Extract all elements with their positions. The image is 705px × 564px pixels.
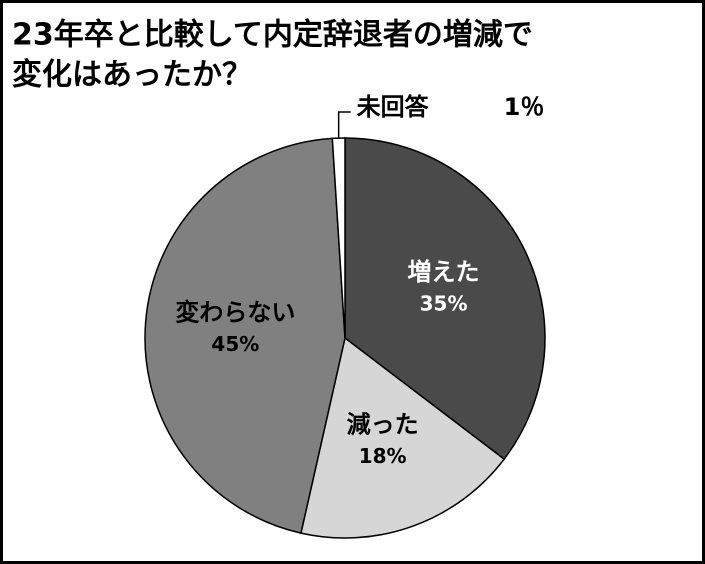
slice-value-label: 18% <box>359 444 407 468</box>
slice-label: 減った <box>347 410 419 438</box>
slice-label: 増えた <box>408 258 480 286</box>
slice-value-label: 35% <box>420 292 468 316</box>
chart-title: 変化はあったか？ <box>12 58 252 93</box>
leader-line <box>337 111 351 139</box>
slice-value-label: 1％ <box>504 93 545 121</box>
pie-slice <box>144 137 346 534</box>
chart-title: 23年卒と比較して内定辞退者の増減で <box>12 18 533 53</box>
pie-slice <box>344 137 546 461</box>
slice-label: 未回答 <box>357 93 430 121</box>
pie-slice <box>331 137 346 339</box>
slice-value-label: 45% <box>211 332 259 356</box>
pie-slice <box>300 336 506 539</box>
slice-label: 変わらない <box>175 298 295 326</box>
